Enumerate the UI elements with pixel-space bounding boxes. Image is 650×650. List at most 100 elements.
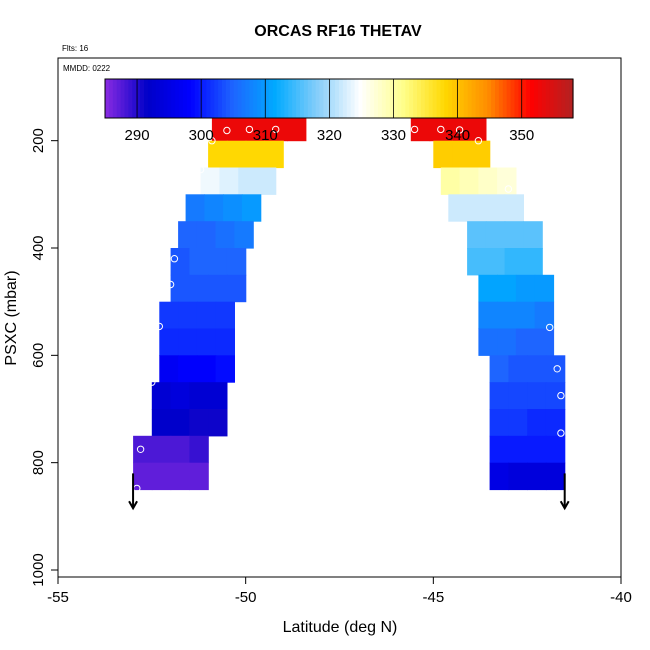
heatmap-cell [467,221,487,249]
colorbar-segment [514,79,519,118]
flight-point [170,255,179,263]
flight-point [208,137,216,145]
heatmap-cell [478,274,498,303]
heatmap-cell [208,382,228,410]
colorbar-segment [420,79,426,118]
heatmap-cell [238,167,258,195]
colorbar-segment [553,79,558,118]
heatmap-cell [504,221,524,249]
colorbar-segment [534,79,539,118]
heatmap-cell [208,140,228,169]
heatmap-cell [440,167,461,195]
colorbar-segment [545,79,551,118]
heatmap-cell [159,301,179,330]
colorbar-segment [495,79,500,118]
colorbar-segment [467,79,473,118]
flight-point [455,126,464,134]
flight-point [272,125,280,134]
colorbar-segment [397,79,402,118]
heatmap-cell [170,435,190,464]
heatmap-cell [489,382,509,410]
flight-point [557,429,565,437]
heatmap-cell [429,113,449,142]
colorbar-segment [537,79,543,118]
colorbar-segment [331,79,336,118]
heatmap-cell [534,328,555,356]
heatmap-cell [215,355,235,383]
flight-point [148,378,156,386]
colorbar-segment [264,79,270,118]
heatmap-cell [523,248,543,276]
heatmap-cell [497,167,517,195]
heatmap-cell [133,435,153,464]
colorbar-segment [171,79,176,118]
colorbar-segment [167,79,172,118]
heatmap-cell [515,274,536,303]
y-tick-label: 600 [30,343,47,368]
colorbar-segment [417,79,422,118]
colorbar-segment [284,79,289,118]
heatmap-cell [508,462,528,491]
colorbar-segment [350,79,356,118]
heatmap-cell [452,140,472,169]
heatmap-cell [208,248,228,276]
arrow-head [128,500,138,511]
heatmap-cell [433,140,453,169]
heatmap-cell [200,167,220,195]
heatmap-cell [189,462,209,491]
colorbar-segment [448,79,453,118]
heatmap-cell [470,140,491,169]
axes: -55 -50 -45 -40 200 400 600 800 1000 [30,128,632,606]
colorbar-segment [120,79,126,118]
colorbar-segment [300,79,305,118]
colorbar-segment [530,79,535,118]
heatmap-cell [508,409,528,437]
heatmap-cell [467,248,487,276]
heatmap-cell [178,328,198,356]
colorbar-segment [487,79,492,118]
colorbar: 290 300 310 320 330 340 350 [104,78,574,144]
colorbar-segment [225,79,231,118]
heatmap-cell [467,113,487,142]
flight-point [437,125,445,134]
colorbar-segment [526,79,531,118]
heatmap-cell [226,248,247,276]
colorbar-segment [413,79,418,118]
heatmap-cell [151,462,172,491]
date-note: MMDD: 0222 [63,64,111,73]
colorbar-segment [144,79,149,118]
heatmap-cell [226,274,247,303]
x-axis-label: Latitude (deg N) [283,619,398,636]
colorbar-segment [471,79,477,118]
colorbar-segment [296,79,301,118]
colorbar-segment [179,79,184,118]
colorbar-segment [229,79,235,118]
colorbar-segment [151,79,157,118]
colorbar-segment [522,79,527,118]
flight-point [223,126,231,135]
colorbar-tick-label: 330 [381,127,406,144]
colorbar-segment [506,79,512,118]
heatmap-cell [508,382,528,410]
colorbar-segment [463,79,469,118]
colorbar-segment [183,79,188,118]
heatmap-cell [234,221,254,249]
heatmap-cell [151,435,172,464]
colorbar-segment [502,79,508,118]
heatmap-cell [159,355,179,383]
heatmap-cell [178,221,198,249]
heatmap-cell [527,462,547,491]
colorbar-segment [233,79,239,118]
colorbar-segment [140,79,145,118]
colorbar-segment [358,79,363,118]
heatmap-cell [523,221,543,249]
heatmap-cell [219,167,239,195]
flight-point [546,323,554,332]
colorbar-segment [237,79,243,118]
colorbar-segment [409,79,414,118]
flight-point [166,280,175,289]
x-tick-label: -45 [422,589,444,606]
flight-point [140,419,149,428]
heatmap-cell [245,140,266,169]
heatmap-cell [497,301,517,330]
